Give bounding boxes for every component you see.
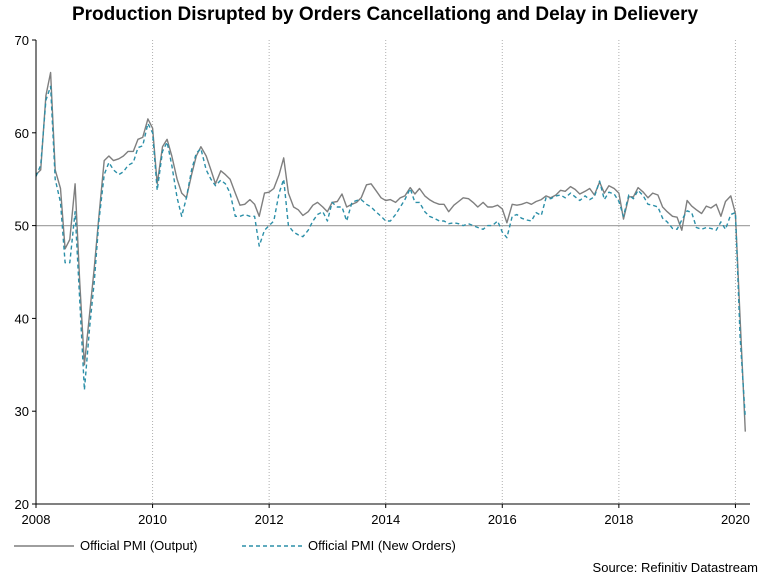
x-tick-labels: 2008 2010 2012 2014 2016 2018 2020 — [22, 504, 750, 527]
x-tick-label: 2014 — [371, 512, 400, 527]
axes — [35, 40, 750, 505]
source-note: Source: Refinitiv Datastream — [592, 560, 758, 575]
series-line-new-orders — [35, 85, 746, 418]
series-layer — [35, 71, 746, 432]
grid-lines — [152, 40, 736, 504]
legend-label-output: Official PMI (Output) — [80, 538, 198, 553]
x-tick-label: 2018 — [604, 512, 633, 527]
legend: Official PMI (Output) Official PMI (New … — [14, 538, 456, 553]
x-tick-label: 2010 — [138, 512, 167, 527]
x-tick-label: 2012 — [255, 512, 284, 527]
y-tick-label: 70 — [15, 33, 29, 48]
x-tick-label: 2020 — [721, 512, 750, 527]
y-tick-label: 50 — [15, 219, 29, 234]
y-tick-labels: 20 30 40 50 60 70 — [15, 33, 36, 512]
legend-label-new-orders: Official PMI (New Orders) — [308, 538, 456, 553]
x-tick-label: 2008 — [22, 512, 51, 527]
y-tick-label: 60 — [15, 126, 29, 141]
y-tick-label: 40 — [15, 311, 29, 326]
chart-title: Production Disrupted by Orders Cancellat… — [71, 4, 699, 25]
y-tick-label: 20 — [15, 497, 29, 512]
x-tick-label: 2016 — [488, 512, 517, 527]
y-tick-label: 30 — [15, 404, 29, 419]
series-line-output — [35, 71, 746, 432]
